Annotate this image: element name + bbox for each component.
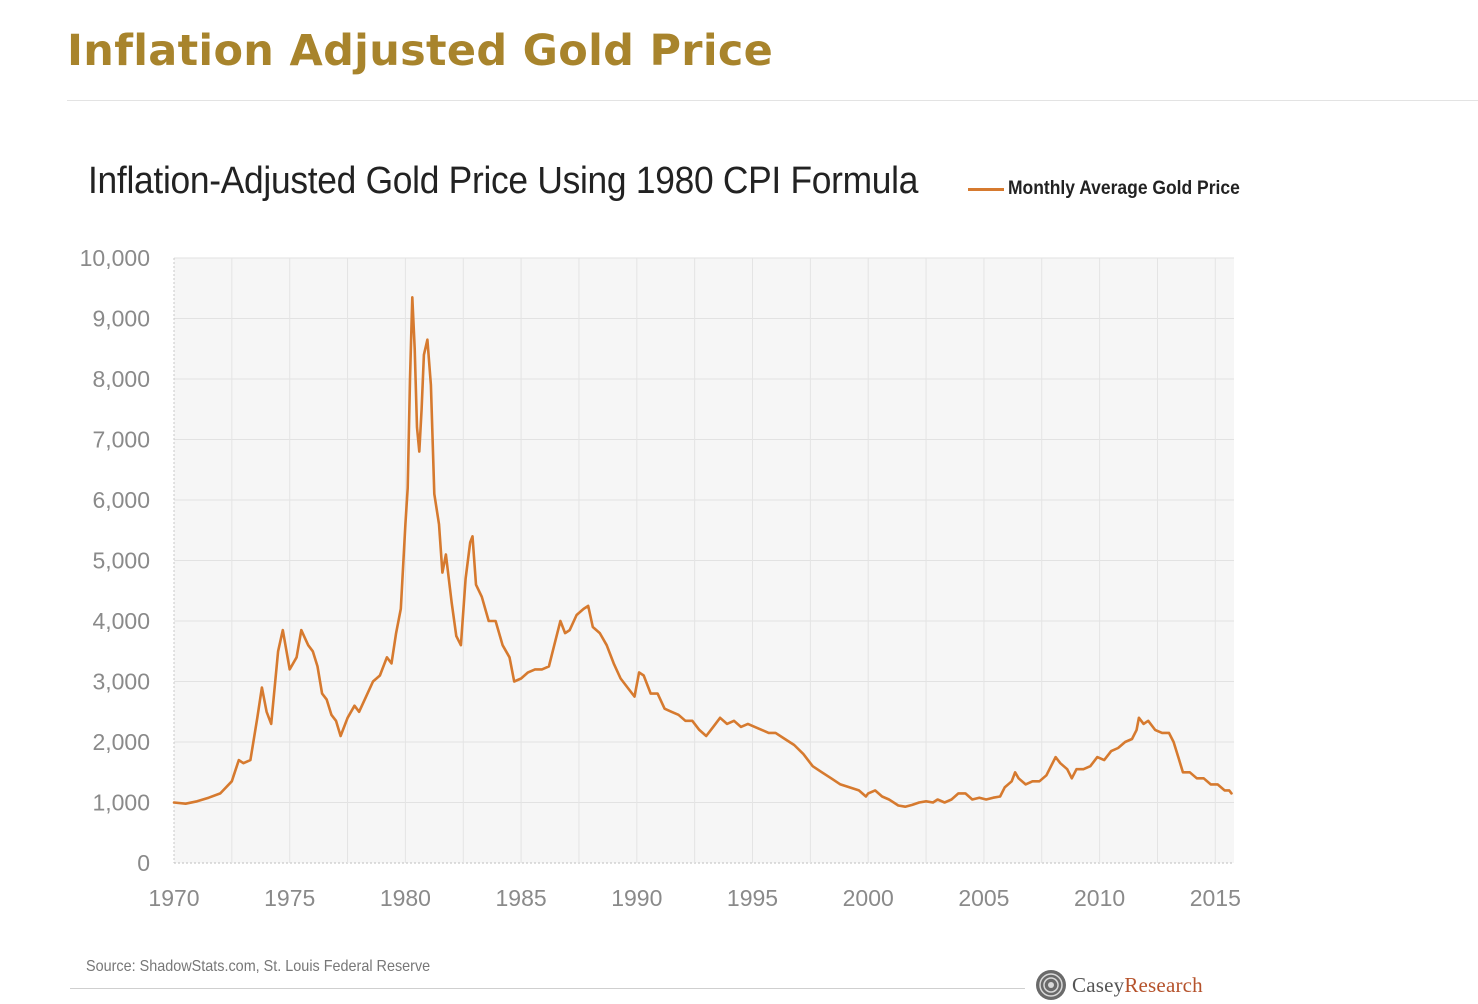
source-note: Source: ShadowStats.com, St. Louis Feder…: [86, 958, 431, 975]
y-tick-label: 8,000: [92, 366, 150, 392]
x-tick-label: 1980: [380, 885, 431, 911]
legend-swatch: [968, 187, 1004, 191]
x-tick-label: 1985: [496, 885, 547, 911]
legend-label: Monthly Average Gold Price: [1008, 178, 1240, 199]
y-axis-tick-labels: 0 1,000 2,000 3,000 4,000 5,000 6,000 7,000 8,00…: [80, 245, 150, 876]
y-tick-label: 2,000: [92, 729, 150, 755]
y-tick-label: 3,000: [92, 669, 150, 695]
x-tick-label: 2000: [843, 885, 894, 911]
logo-word-research: Research: [1124, 972, 1203, 997]
x-tick-label: 2015: [1190, 885, 1241, 911]
y-tick-label: 5,000: [92, 548, 150, 574]
x-tick-label: 1970: [148, 885, 199, 911]
x-tick-label: 1990: [611, 885, 662, 911]
y-tick-label: 7,000: [92, 427, 150, 453]
x-tick-label: 1975: [264, 885, 315, 911]
y-tick-label: 10,000: [80, 245, 150, 271]
page-title: Inflation Adjusted Gold Price: [67, 26, 774, 76]
logo-mark-icon: [1036, 970, 1066, 1000]
title-divider: [67, 100, 1478, 101]
horizontal-gridlines: [174, 257, 1234, 864]
y-tick-label: 0: [137, 850, 150, 876]
y-tick-label: 6,000: [92, 487, 150, 513]
x-axis-tick-labels: 1970 1975 1980 1985 1990 1995 2000 2005 2010 2015: [148, 885, 1240, 911]
series-line-monthly-average-gold-price: [172, 296, 1233, 808]
chart-title: Inflation-Adjusted Gold Price Using 1980…: [88, 160, 919, 202]
y-tick-label: 1,000: [92, 790, 150, 816]
series-layer: [172, 296, 1233, 808]
x-tick-label: 2005: [958, 885, 1009, 911]
logo-wordmark: CaseyResearch: [1072, 973, 1203, 998]
x-tick-label: 2010: [1074, 885, 1125, 911]
x-tick-label: 1995: [727, 885, 778, 911]
y-tick-label: 9,000: [92, 306, 150, 332]
footer-divider: [70, 988, 1025, 989]
y-tick-label: 4,000: [92, 608, 150, 634]
casey-research-logo: CaseyResearch: [1034, 968, 1203, 1002]
logo-word-casey: Casey: [1072, 972, 1125, 997]
chart-legend: Monthly Average Gold Price: [968, 178, 1260, 200]
